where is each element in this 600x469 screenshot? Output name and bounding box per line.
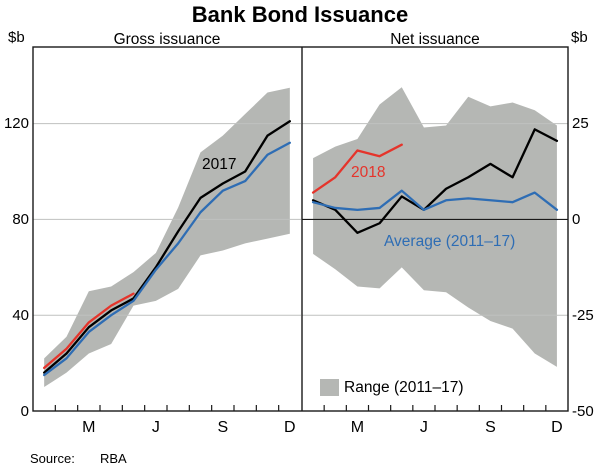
series-2017-gross [43, 120, 291, 374]
y-axis-tick-label-right-0: 0 [572, 210, 581, 228]
range-band-gross [44, 87, 290, 388]
source-note: Source: RBA [30, 451, 127, 466]
legend-range-label: Range (2011–17) [344, 379, 464, 396]
y-axis-tick-label-right--50: -50 [572, 402, 594, 420]
chart-title: Bank Bond Issuance [191, 2, 409, 27]
left-panel-title: Gross issuance [113, 31, 221, 48]
y-axis-tick-label-left-40: 40 [12, 306, 29, 324]
x-axis-tick-label-gross-D: D [284, 419, 296, 436]
right-panel-title: Net issuance [390, 31, 480, 48]
y-axis-unit-right: $b [571, 29, 588, 46]
source-label: Source: [30, 451, 75, 466]
legend-range-swatch [320, 379, 339, 396]
plot-border [32, 46, 569, 412]
y-axis-tick-label-left-80: 80 [12, 210, 29, 228]
y-axis-tick-label-right-25: 25 [572, 115, 589, 133]
series-2018-net [311, 143, 403, 194]
x-axis-tick-label-gross-M: M [82, 419, 96, 436]
series-label-2017: 2017 [202, 156, 237, 173]
x-axis-tick-label-net-D: D [551, 419, 563, 436]
range-band-net [313, 87, 557, 367]
y-axis-tick-label-left-120: 120 [3, 115, 29, 133]
x-axis-tick-label-net-M: M [350, 419, 365, 436]
series-2018-gross [43, 292, 135, 370]
series-average-2011-17--gross [43, 141, 291, 377]
y-axis-tick-label-left-0: 0 [20, 402, 29, 420]
series-average-2011-17--net [311, 189, 559, 211]
y-axis-unit-left: $b [8, 29, 25, 46]
x-axis-tick-label-net-S: S [485, 419, 496, 436]
series-label-average: Average (2011–17) [384, 233, 516, 250]
x-axis-tick-label-net-J: J [419, 419, 428, 436]
x-axis-tick-label-gross-S: S [217, 419, 229, 436]
y-axis-tick-label-right--25: -25 [572, 306, 594, 324]
source-value: RBA [100, 451, 127, 466]
x-axis-tick-label-gross-J: J [151, 419, 160, 436]
series-2017-net [311, 128, 559, 234]
series-label-2018: 2018 [351, 164, 386, 181]
